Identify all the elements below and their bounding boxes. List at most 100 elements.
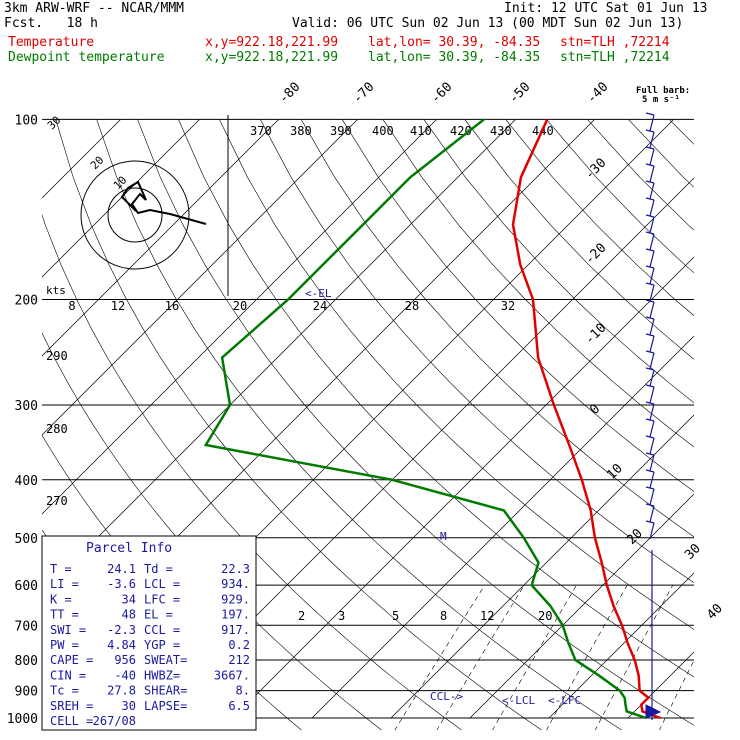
parcel-value: 212	[228, 653, 250, 667]
wind-barb-staff	[649, 454, 655, 472]
parcel-value: 22.3	[221, 562, 250, 576]
wind-speed-tick-label: 8	[68, 299, 75, 313]
parcel-label: SREH =	[50, 699, 93, 713]
hodograph-ring-label: 30	[45, 114, 64, 133]
parcel-value: 48	[122, 608, 136, 622]
wind-speed-tick-label: 20	[233, 299, 247, 313]
parcel-value: 917.	[221, 623, 250, 637]
mixing-ratio-label: 20	[538, 609, 552, 623]
legend-temperature: Temperature	[8, 35, 95, 50]
parcel-label: CIN =	[50, 668, 86, 682]
mixing-ratio-line	[492, 585, 577, 730]
wind-barb-flag	[645, 299, 655, 303]
pressure-tick-label: 800	[15, 654, 38, 669]
dew-xy: x,y=922.18,221.99	[205, 50, 339, 65]
dry-adiabat	[382, 119, 694, 448]
wind-barb-staff	[649, 335, 655, 353]
wind-barb-staff	[649, 522, 655, 540]
isotherm-line	[469, 493, 694, 719]
pressure-tick-label: 100	[15, 113, 38, 128]
parcel-label: TT =	[50, 608, 79, 622]
wind-barb-flag	[645, 163, 655, 167]
parcel-label: HWBZ=	[144, 668, 180, 682]
parcel-info-box: Parcel Info T = 24.1 Td = 22.3 LI = -3.6 LCL =…	[41, 535, 257, 731]
wind-barb-staff	[649, 318, 655, 336]
isotherm-line	[232, 256, 694, 719]
dry-adiabat	[668, 119, 694, 145]
wind-barb-staff	[649, 437, 655, 455]
wind-barb-flag	[645, 503, 655, 507]
legend-dewpoint: Dewpoint temperature	[8, 50, 165, 65]
dew-station: stn=TLH ,72214	[560, 50, 670, 65]
dry-adiabat	[300, 119, 694, 538]
isotherm-tick-label: 20	[624, 526, 646, 548]
parcel-value: 267/08	[93, 714, 136, 728]
wind-barb-flag	[645, 435, 655, 439]
isotherm-tick-label: -50	[506, 80, 533, 107]
parcel-label: SWEAT=	[144, 653, 187, 667]
parcel-value: 6.5	[228, 699, 250, 713]
pressure-tick-label: 600	[15, 579, 38, 594]
wind-barb-flag	[645, 129, 655, 133]
parcel-label: YGP =	[144, 638, 180, 652]
dry-adiabat	[587, 119, 694, 231]
isotherm-tick-label: -60	[428, 80, 455, 107]
wind-barb-staff	[649, 216, 655, 234]
parcel-label: CAPE =	[50, 653, 93, 667]
lfc-marker: <-LFC	[548, 694, 581, 707]
wind-barb-flag	[645, 367, 655, 371]
pressure-tick-label: 1000	[7, 712, 38, 727]
parcel-value: 0.2	[228, 638, 250, 652]
dry-adiabat	[341, 119, 694, 492]
mixing-ratio-line	[394, 585, 485, 730]
wind-barb-staff	[649, 420, 655, 438]
parcel-value: 8.	[236, 684, 250, 698]
parcel-value: 34	[122, 592, 136, 606]
isotherm-line	[707, 119, 740, 718]
dry-adiabat	[137, 119, 694, 726]
parcel-value: 30	[122, 699, 136, 713]
wind-barb-flag	[645, 469, 655, 473]
wind-barb-flag	[645, 316, 655, 320]
wind-barb-flag	[645, 704, 662, 719]
wind-barb-staff	[649, 352, 655, 370]
wind-barb-flag	[645, 248, 655, 252]
wind-barb-flag	[645, 214, 655, 218]
dry-adiabat	[464, 119, 694, 360]
wind-barb-staff	[649, 267, 655, 285]
pressure-tick-label: 400	[15, 474, 38, 489]
temp-xy: x,y=922.18,221.99	[205, 35, 339, 50]
ccl-marker: CCL->	[430, 690, 463, 703]
wind-barb-flag	[645, 146, 655, 150]
dry-adiabat	[96, 119, 623, 730]
parcel-value: 956	[114, 653, 136, 667]
wind-barb-flag	[645, 418, 655, 422]
wind-barb-staff	[649, 488, 655, 506]
hodograph-ring	[80, 160, 190, 270]
isotherm-line	[627, 651, 694, 719]
wind-speed-tick-label: 24	[313, 299, 327, 313]
parcel-label: SWI =	[50, 623, 86, 637]
isotherm-line	[42, 119, 516, 594]
hodograph-trace	[120, 180, 207, 225]
pressure-tick-label: 200	[15, 294, 38, 309]
isotherm-tick-label: 0	[587, 402, 603, 418]
theta-tick-label: 390	[330, 124, 352, 138]
parcel-label: PW =	[50, 638, 79, 652]
lcl-marker: <-LCL	[502, 694, 535, 707]
wind-speed-tick-label: 16	[165, 299, 179, 313]
theta-tick-label: 410	[410, 124, 432, 138]
parcel-value: 929.	[221, 592, 250, 606]
mixing-ratio-label: 12	[480, 609, 494, 623]
mixing-ratio-label: 2	[298, 609, 305, 623]
theta-tick-label: 430	[490, 124, 512, 138]
wind-barb-flag	[645, 231, 655, 235]
wind-barb-staff	[649, 233, 655, 251]
wind-barb-flag	[645, 197, 655, 201]
parcel-label: Td =	[144, 562, 173, 576]
theta-tick-label: 270	[46, 494, 68, 508]
parcel-value: 934.	[221, 577, 250, 591]
mixing-ratio-label: 3	[338, 609, 345, 623]
hodograph-units: kts	[46, 284, 66, 297]
wind-barb-flag	[645, 452, 655, 456]
